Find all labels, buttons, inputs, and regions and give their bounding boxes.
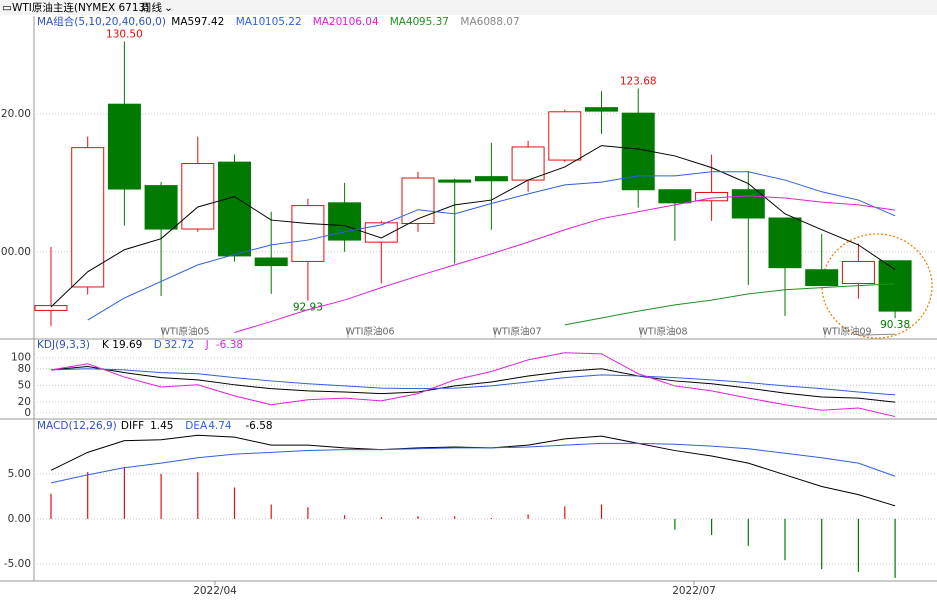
indicator-line: [50, 368, 896, 396]
candle-body: [438, 179, 472, 183]
indicator-line: [234, 195, 896, 333]
legend-value: 106.04: [342, 16, 379, 28]
indicator-line: [50, 366, 896, 403]
candle-body: [107, 103, 141, 190]
legend-name: MA20: [313, 16, 343, 28]
candle-body: [218, 161, 251, 257]
legend-name: DEA: [185, 420, 208, 432]
low-label: 90.38: [880, 319, 910, 331]
legend-name: MA40: [390, 16, 420, 28]
lines: [50, 434, 896, 507]
candle-body: [181, 163, 215, 230]
high-label: 123.68: [620, 75, 657, 87]
indicator-label: MA组合(5,10,20,40,60,0): [37, 15, 166, 28]
lines: [50, 352, 896, 418]
candle-body: [878, 260, 912, 312]
candle-body: [841, 260, 875, 285]
candle-body: [401, 177, 435, 225]
legend-value: 32.72: [164, 339, 194, 351]
indicator-line: [858, 333, 896, 336]
contract-label: WTI原油08: [638, 326, 687, 338]
legend-value: 88.07: [490, 16, 520, 28]
y-tick-label: -5.00: [4, 558, 31, 570]
period-chevron[interactable]: ⌄: [164, 2, 173, 14]
legend-name: D: [154, 339, 162, 351]
candle-body: [34, 305, 68, 311]
candle-body: [144, 185, 178, 230]
toolbar: [0, 0, 937, 15]
indicator-label: MACD(12,26,9): [37, 420, 117, 432]
indicator-line: [564, 283, 896, 326]
legend-value: 4.74: [208, 420, 232, 432]
contract-label: WTI原油05: [160, 326, 209, 338]
legend-value: 95.37: [419, 16, 449, 28]
candle-body: [474, 176, 508, 182]
legend-name: K: [102, 339, 110, 351]
y-tick-label: 0: [24, 407, 31, 419]
candle-body: [805, 269, 839, 287]
x-tick-label: 2022/04: [193, 585, 237, 597]
indicator-line: [50, 145, 896, 308]
y-tick-label: 50: [18, 379, 31, 391]
contract-label: WTI原油06: [345, 326, 394, 338]
y-tick-label: 0.00: [8, 513, 31, 525]
legend-value: 19.69: [112, 339, 142, 351]
y-tick-label: 20: [18, 396, 31, 408]
toolbar-icon: ▭: [2, 2, 12, 14]
low-label: 92.93: [293, 302, 323, 314]
legend-name: J: [205, 339, 209, 351]
period-selector[interactable]: 周线: [141, 1, 162, 14]
indicator-line: [50, 434, 896, 507]
legend-value: 105.22: [265, 16, 302, 28]
candle-body: [254, 257, 288, 267]
y-tick-label: 100: [11, 352, 31, 364]
candle-body: [658, 189, 692, 204]
contract-label: WTI原油07: [492, 326, 541, 338]
legend-name: DIFF: [121, 420, 144, 432]
legend-value: 1.45: [150, 420, 173, 432]
candle-body: [585, 107, 618, 112]
contract-label: WTI原油09: [822, 326, 871, 338]
legend-name: MA5: [171, 16, 194, 28]
legend-value: -6.58: [245, 420, 272, 432]
high-label: 130.50: [106, 28, 143, 40]
lines: [50, 145, 896, 336]
indicator-line: [50, 352, 896, 418]
instrument-title: WTI原油主连(NYMEX 6713): [12, 1, 149, 14]
indicator-line: [87, 171, 896, 321]
legend-name: MA60: [460, 16, 490, 28]
x-tick-label: 2022/07: [672, 585, 716, 597]
candle-body: [768, 217, 802, 269]
candle-body: [511, 146, 545, 181]
legend-value: 97.42: [194, 16, 224, 28]
candle-body: [548, 111, 582, 161]
y-tick-label: 100.00: [0, 246, 31, 258]
candle-body: [291, 205, 325, 262]
indicator-line: [50, 442, 896, 484]
candle-body: [695, 191, 729, 202]
legend-value: -6.38: [216, 339, 243, 351]
y-tick-label: 80: [18, 363, 31, 375]
highlight-circle: [821, 233, 933, 339]
y-tick-label: 5.00: [8, 468, 31, 480]
indicator-label: KDJ(9,3,3): [37, 339, 90, 351]
y-tick-label: 120.00: [0, 108, 31, 120]
legend-name: MA10: [236, 16, 266, 28]
candle-body: [71, 147, 105, 288]
candle-body: [731, 189, 765, 219]
